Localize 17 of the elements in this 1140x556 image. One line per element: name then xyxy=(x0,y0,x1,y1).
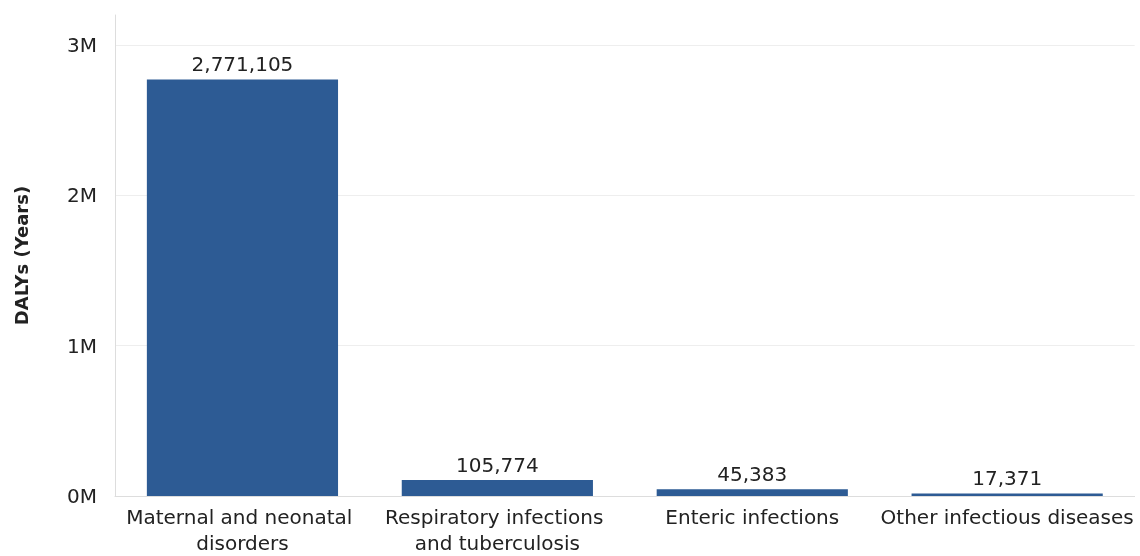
data-label: 105,774 xyxy=(456,453,539,478)
bar xyxy=(401,480,593,496)
y-axis-title: DALYs (Years) xyxy=(10,185,32,326)
data-label: 2,771,105 xyxy=(191,52,294,77)
x-tick-label: Other infectious diseases xyxy=(880,505,1134,529)
y-tick-label: 0M xyxy=(67,484,97,508)
x-tick-label: Enteric infections xyxy=(665,505,840,529)
y-tick-label: 3M xyxy=(67,33,97,58)
bar xyxy=(146,79,339,496)
y-tick-label: 1M xyxy=(67,333,97,358)
x-tick-label: Respiratory infections and tuberculosis xyxy=(385,505,610,555)
data-label: 45,383 xyxy=(717,462,788,487)
data-label: 17,371 xyxy=(972,466,1043,491)
x-tick-label: Maternal and neonatal disorders xyxy=(126,505,359,555)
y-tick-label: 2M xyxy=(67,183,97,208)
bar xyxy=(911,493,1103,496)
bar xyxy=(656,489,848,496)
